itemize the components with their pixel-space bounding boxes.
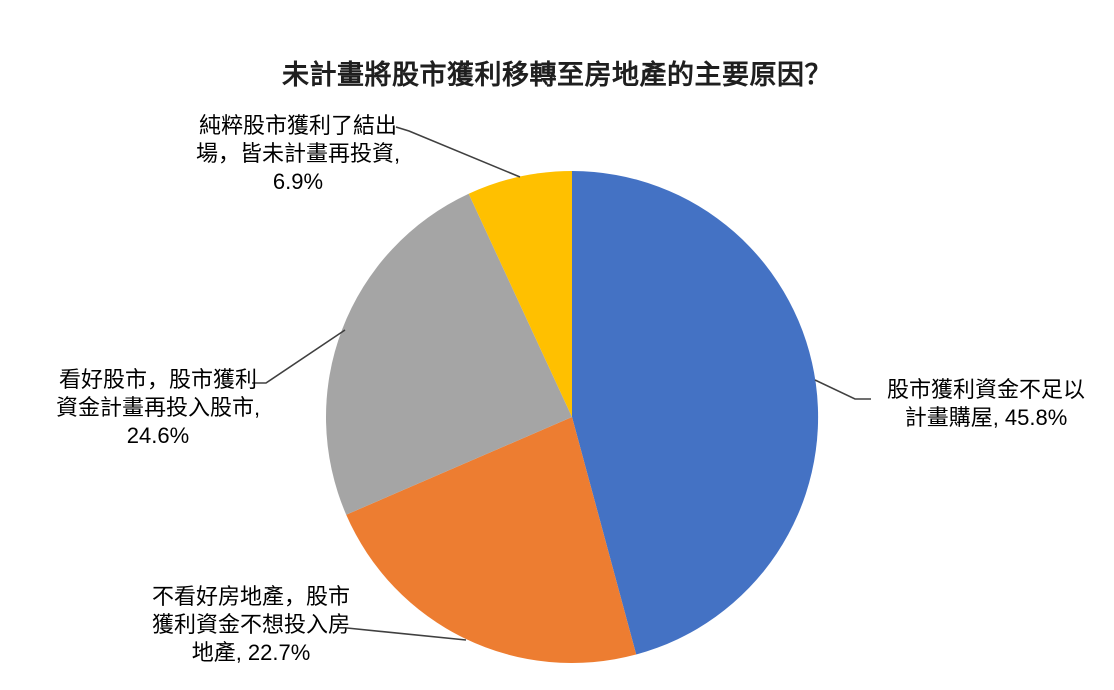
pie-label-not-bullish-real-estate: 不看好房地產，股市 獲利資金不想投入房 地產, 22.7% xyxy=(136,583,366,667)
leader-line-1 xyxy=(346,627,467,641)
label-line: 純粹股市獲利了結出 xyxy=(198,113,397,138)
leader-line-3 xyxy=(395,126,521,178)
pie-slices xyxy=(325,170,819,664)
pie-slice-2 xyxy=(325,193,572,515)
pie-slice-3 xyxy=(468,171,572,417)
pie-label-insufficient-funds: 股市獲利資金不足以 計畫購屋, 45.8% xyxy=(866,376,1106,432)
label-line: 24.6% xyxy=(126,423,190,448)
leader-line-2 xyxy=(252,329,346,384)
label-line: 6.9% xyxy=(272,169,324,194)
leader-line-0 xyxy=(814,379,871,400)
label-line: 場，皆未計畫再投資, xyxy=(195,141,401,166)
label-line: 不看好房地產，股市 xyxy=(151,584,350,609)
pie-label-cash-out-no-reinvest: 純粹股市獲利了結出 場，皆未計畫再投資, 6.9% xyxy=(178,112,418,196)
label-line: 地產, 22.7% xyxy=(191,640,311,665)
pie-label-reinvest-in-stocks: 看好股市，股市獲利 資金計畫再投入股市, 24.6% xyxy=(43,366,273,450)
chart-title: 未計畫將股市獲利移轉至房地產的主要原因？ xyxy=(282,60,832,90)
label-line: 股市獲利資金不足以 xyxy=(886,377,1085,402)
pie-slice-1 xyxy=(346,417,637,664)
label-line: 資金計畫再投入股市, xyxy=(55,395,261,420)
label-line: 計畫購屋, 45.8% xyxy=(904,405,1068,430)
pie-slice-0 xyxy=(572,170,819,655)
label-line: 看好股市，股市獲利 xyxy=(58,367,257,392)
label-line: 獲利資金不想投入房 xyxy=(151,612,350,637)
leader-lines xyxy=(252,126,871,641)
